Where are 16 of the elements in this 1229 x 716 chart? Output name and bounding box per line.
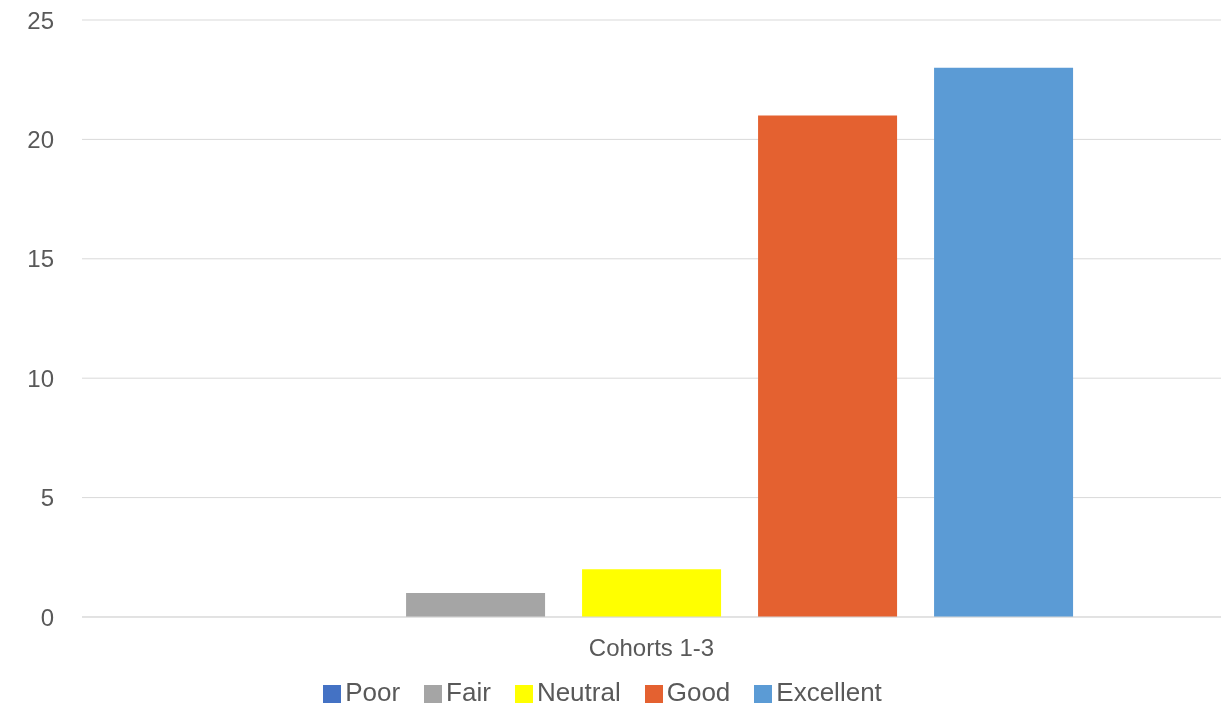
bar [758, 115, 898, 617]
y-tick-label: 15 [27, 245, 54, 273]
y-tick-label: 0 [40, 603, 54, 631]
bar [406, 593, 546, 617]
y-tick-label: 5 [40, 484, 54, 512]
legend-label: Poor [345, 677, 401, 707]
legend-label: Good [666, 677, 731, 707]
y-tick-label: 25 [27, 6, 54, 34]
legend-label: Fair [446, 677, 491, 707]
x-tick-label: Cohorts 1-3 [588, 634, 715, 662]
y-tick-label: 20 [27, 125, 54, 153]
bar [934, 67, 1074, 617]
y-tick-label: 10 [27, 364, 54, 392]
legend-label: Excellent [776, 677, 882, 707]
legend-label: Neutral [536, 677, 621, 707]
bar [582, 569, 722, 617]
